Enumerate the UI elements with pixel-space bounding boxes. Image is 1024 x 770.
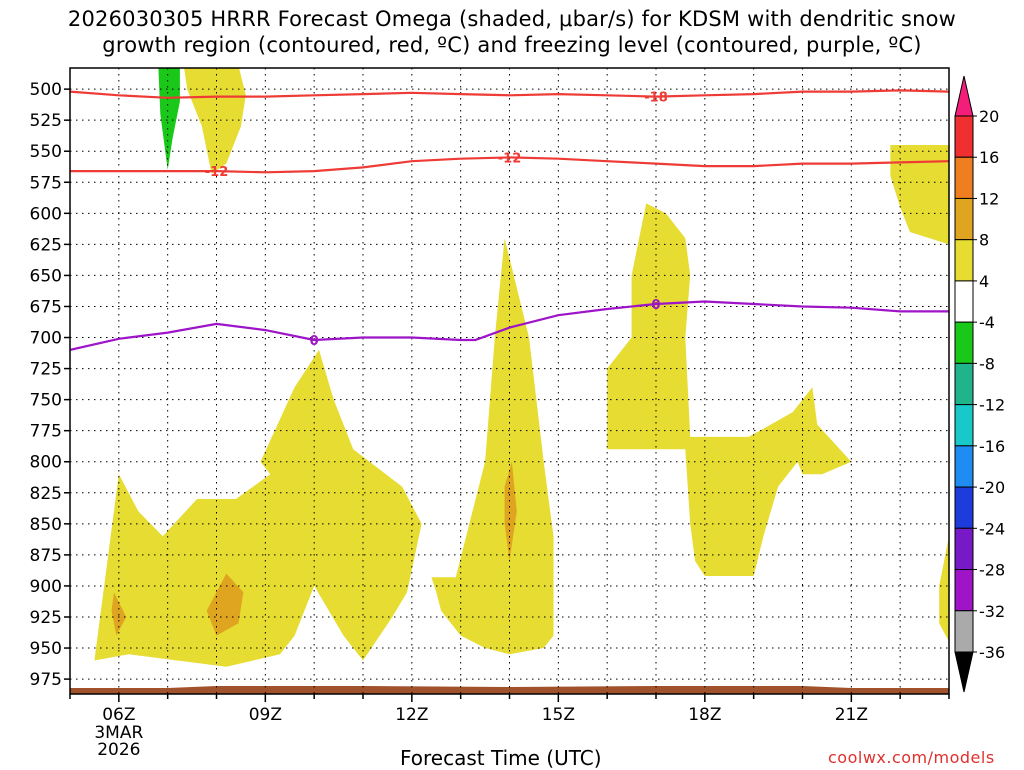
title-line-2: growth region (contoured, red, ºC) and f…: [102, 33, 922, 57]
colorbar-swatch: [954, 404, 974, 447]
omega-shading: [94, 68, 949, 667]
y-tick-label: 775: [30, 422, 62, 442]
colorbar-tick-label: 8: [979, 231, 989, 250]
colorbar-swatch: [954, 197, 974, 241]
y-tick-label: 500: [30, 80, 62, 100]
x-tick-label: 15Z: [542, 705, 575, 725]
colorbar-tick-label: 12: [979, 189, 999, 208]
y-tick-label: 575: [30, 173, 62, 193]
colorbar-swatch: [954, 527, 974, 571]
y-tick-label: 925: [30, 608, 62, 628]
omega-region-7: [206, 573, 244, 636]
colorbar-tick-label: 4: [979, 272, 989, 291]
colorbar-tick-label: -8: [979, 354, 995, 373]
y-tick-label: 550: [30, 142, 62, 162]
colorbar-swatch: [954, 115, 974, 158]
contour-label-0: 0: [651, 298, 660, 313]
colorbar-tick-label: -4: [979, 313, 995, 332]
x-tick-label: 18Z: [688, 705, 721, 725]
colorbar-swatch: [954, 610, 974, 653]
contour-label--12: -12: [205, 165, 229, 180]
date-label-day: 3MAR: [94, 723, 143, 743]
omega-region-4: [890, 145, 949, 245]
y-tick-label: 750: [30, 391, 62, 411]
omega-region-2: [607, 203, 852, 576]
colorbar-swatch: [954, 321, 974, 364]
terrain-band: [70, 686, 949, 694]
omega-region-0: [94, 349, 422, 667]
y-axis: 500 525 550 575 600 625 650 675 700 725 750 775 800 8…: [30, 80, 70, 690]
y-tick-label: 800: [30, 453, 62, 473]
colorbar-swatch: [954, 362, 974, 406]
colorbar-tick-label: -28: [979, 561, 1005, 580]
x-tick-label: 12Z: [395, 705, 428, 725]
colorbar-cap-bottom: [954, 651, 974, 693]
x-tick-label: 09Z: [249, 705, 282, 725]
colorbar-tick-label: 20: [979, 107, 999, 126]
title-line-1: 2026030305 HRRR Forecast Omega (shaded, …: [67, 7, 957, 31]
x-axis-label: Forecast Time (UTC): [400, 746, 602, 770]
credit-link[interactable]: coolwx.com/models: [828, 748, 995, 767]
y-tick-label: 825: [30, 484, 62, 504]
colorbar-tick-label: -36: [979, 643, 1005, 662]
colorbar-cap-top: [954, 75, 974, 117]
y-tick-label: 700: [30, 329, 62, 349]
omega-region-9: [158, 68, 180, 170]
contour-label-0: 0: [310, 334, 319, 349]
x-tick-label: 21Z: [835, 705, 868, 725]
x-tick-label: 06Z: [102, 705, 135, 725]
omega-region-6: [111, 592, 127, 636]
y-tick-label: 675: [30, 297, 62, 317]
date-label-year: 2026: [97, 740, 140, 760]
y-tick-label: 650: [30, 266, 62, 286]
chart-title: 2026030305 HRRR Forecast Omega (shaded, …: [0, 6, 1024, 58]
colorbar-swatch: [954, 280, 974, 323]
colorbar-swatch: [954, 239, 974, 282]
colorbar-swatch: [954, 156, 974, 199]
y-tick-label: 950: [30, 639, 62, 659]
contour-0: [70, 300, 949, 351]
omega-region-3: [184, 68, 246, 174]
colorbar-tick-label: -16: [979, 437, 1005, 456]
colorbar-tick-label: -20: [979, 478, 1005, 497]
contour-label--12: -12: [498, 151, 522, 166]
terrain-fill: [70, 686, 949, 694]
y-tick-label: 900: [30, 577, 62, 597]
y-tick-label: 725: [30, 360, 62, 380]
y-tick-label: 850: [30, 515, 62, 535]
colorbar-swatch: [954, 445, 974, 488]
colorbar-tick-label: -24: [979, 519, 1005, 538]
contour-label--18: -18: [644, 91, 668, 106]
y-tick-label: 875: [30, 546, 62, 566]
y-tick-label: 625: [30, 235, 62, 255]
y-tick-label: 975: [30, 670, 62, 690]
contour--12: [70, 156, 949, 174]
omega-region-8: [504, 461, 517, 562]
contour--18: [70, 89, 949, 99]
colorbar: 20 16 12 8 4 -4 -8 -12 -16 -20 -24 -28 -32 -36: [954, 75, 1005, 693]
colorbar-swatch: [954, 486, 974, 529]
colorbar-swatch: [954, 569, 974, 612]
y-tick-label: 525: [30, 111, 62, 131]
contours: -18 -12 -12 0 0: [70, 89, 949, 351]
colorbar-tick-label: 16: [979, 148, 999, 167]
omega-region-5: [939, 536, 949, 642]
colorbar-tick-label: -32: [979, 602, 1005, 621]
colorbar-tick-label: -12: [979, 396, 1005, 415]
y-tick-label: 600: [30, 204, 62, 224]
omega-region-1: [431, 238, 554, 655]
